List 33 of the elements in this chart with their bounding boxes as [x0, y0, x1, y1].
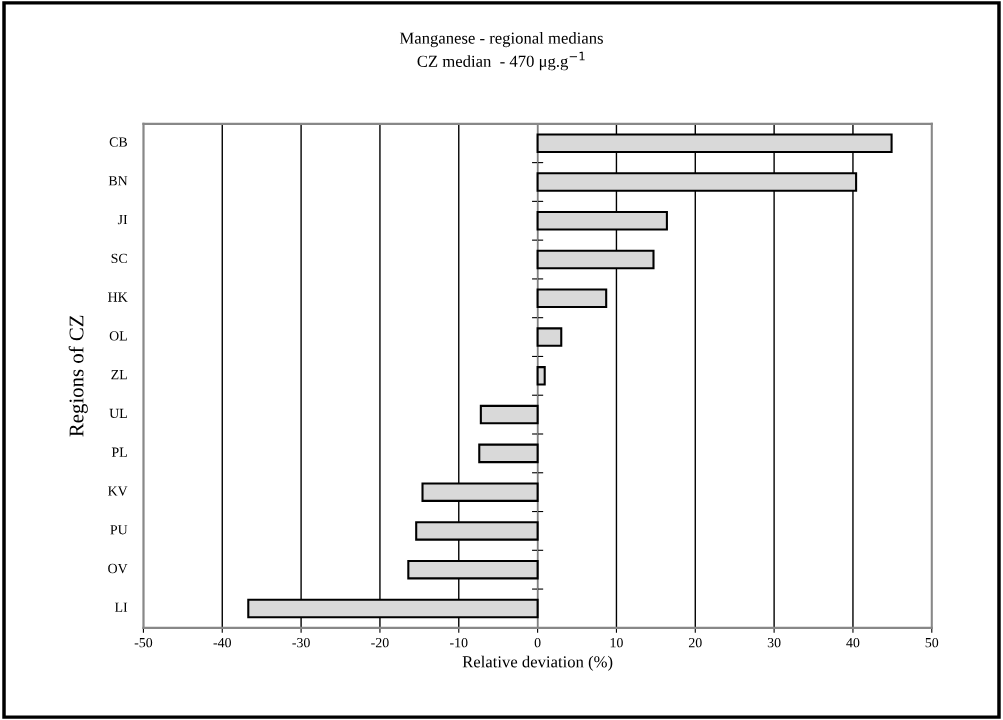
- x-tick-label: 50: [925, 637, 939, 648]
- x-tick-label: -50: [134, 637, 153, 648]
- x-tick-label: -20: [371, 637, 389, 648]
- y-tick-label: PL: [111, 447, 127, 457]
- y-tick-label: LI: [114, 602, 128, 612]
- x-axis-title: Relative deviation (%): [462, 655, 613, 671]
- bar: [478, 443, 539, 464]
- y-tick-label: ZL: [111, 370, 127, 380]
- y-tick-label: KV: [108, 486, 128, 496]
- y-tick-label: SC: [111, 253, 127, 264]
- bar: [536, 327, 563, 347]
- x-tick-label: 40: [846, 637, 860, 648]
- x-tick-label: -10: [450, 637, 468, 648]
- x-tick-label: -30: [292, 637, 310, 648]
- bar: [536, 366, 546, 386]
- y-tick-label: JI: [117, 215, 128, 225]
- x-tick-label: 30: [767, 637, 781, 648]
- y-tick-label: BN: [108, 176, 128, 186]
- x-tick-label: 0: [534, 637, 541, 648]
- chart-title: Manganese - regional medians: [399, 32, 603, 48]
- bar: [536, 288, 608, 309]
- y-axis-title: Regions of CZ: [68, 315, 88, 437]
- y-tick-label: UL: [109, 408, 127, 419]
- y-tick-label: PU: [110, 525, 128, 535]
- x-tick-label: -40: [213, 637, 231, 648]
- y-tick-label: HK: [108, 292, 128, 302]
- x-tick-label: 10: [610, 637, 623, 648]
- y-tick-label: OV: [108, 563, 128, 574]
- chart-subtitle: CZ median - 470 μg.g$^{−1}$: [417, 51, 585, 71]
- bar: [479, 404, 539, 425]
- x-tick-label: 20: [688, 637, 702, 648]
- y-tick-label: CB: [109, 137, 127, 147]
- y-tick-label: OL: [109, 331, 127, 341]
